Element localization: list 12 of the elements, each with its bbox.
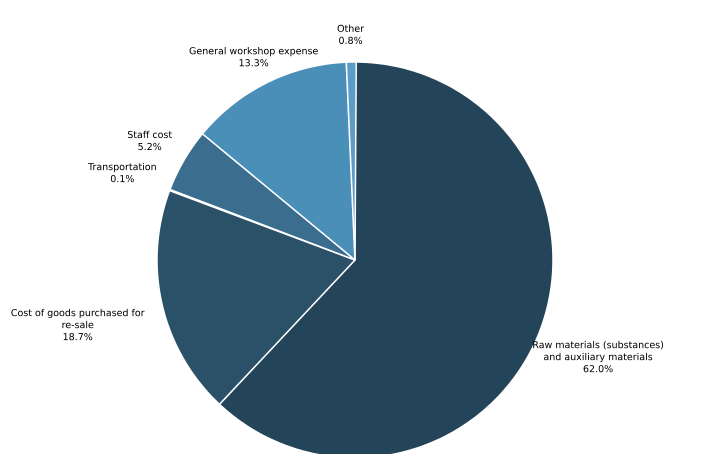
data-label: 0.1% xyxy=(110,175,134,182)
data-label: 0.8% xyxy=(339,36,362,44)
slice-label: Transportation xyxy=(88,162,156,172)
data-label: 18.7% xyxy=(64,333,92,340)
data-label: 5.2% xyxy=(138,142,162,150)
slice-label: Cost of goods purchased for re-sale xyxy=(11,308,145,328)
slice-label: Other xyxy=(338,24,364,32)
slice-label: General workshop expense xyxy=(190,47,318,56)
data-label: 13.3% xyxy=(240,59,268,66)
slice-label: Staff cost xyxy=(128,130,172,138)
data-label: 62.0% xyxy=(584,365,613,372)
slice-label: Raw materials (substances) and auxiliary materials xyxy=(533,340,664,362)
